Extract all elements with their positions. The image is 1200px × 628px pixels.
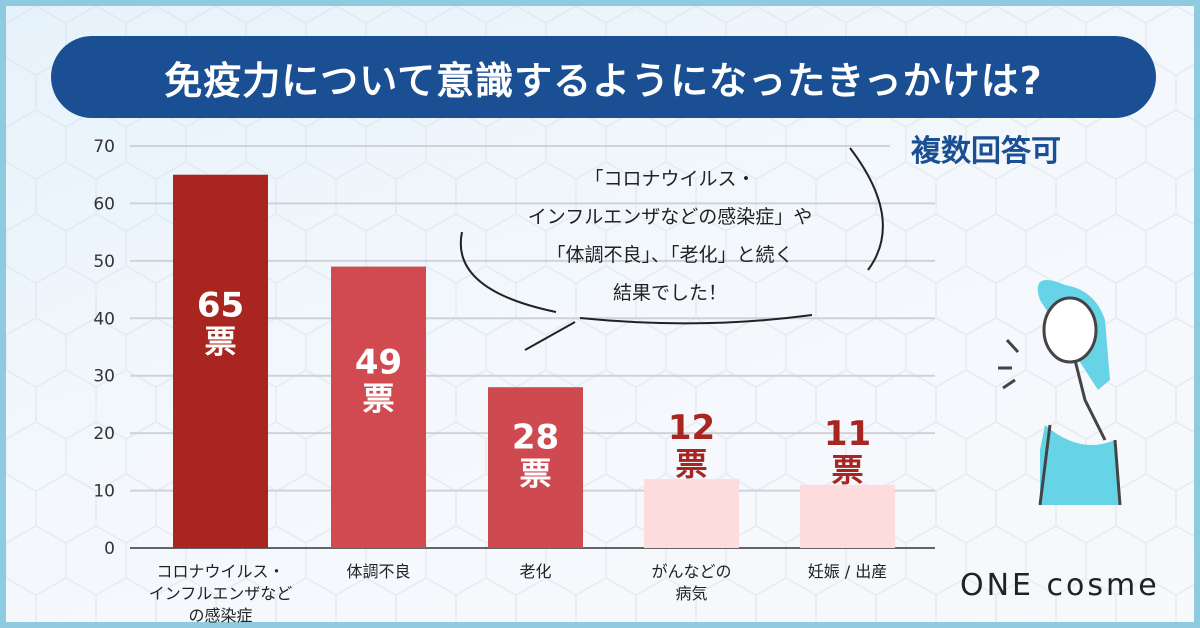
x-tick-label: 老化 bbox=[519, 562, 551, 581]
bar bbox=[800, 484, 895, 548]
y-tick-label: 0 bbox=[104, 539, 115, 559]
unit-label: 票 bbox=[204, 323, 236, 361]
bubble-line: 「コロナウイルス・ bbox=[584, 168, 756, 190]
y-tick-label: 50 bbox=[93, 252, 115, 272]
unit-label: 票 bbox=[831, 451, 863, 489]
y-tick-label: 30 bbox=[93, 367, 115, 387]
woman-illustration bbox=[1037, 280, 1122, 506]
brand-logo: ONE cosme bbox=[960, 568, 1160, 603]
speech-bubble-tail bbox=[524, 321, 576, 351]
x-tick-label: の感染症 bbox=[188, 606, 252, 625]
y-tick-label: 40 bbox=[93, 309, 115, 329]
y-tick-label: 10 bbox=[93, 482, 115, 502]
value-label: 28 bbox=[512, 417, 559, 457]
unit-label: 票 bbox=[675, 445, 707, 483]
x-tick-label: 体調不良 bbox=[346, 562, 410, 581]
multiple-answers-note: 複数回答可 bbox=[911, 134, 1061, 169]
bar bbox=[173, 174, 268, 548]
value-label: 49 bbox=[355, 343, 402, 383]
y-tick-label: 60 bbox=[93, 194, 115, 214]
bar bbox=[644, 479, 739, 548]
page-title: 免疫力について意識するようになったきっかけは? bbox=[51, 36, 1156, 118]
speech-bubble-text: 「コロナウイルス・ インフルエンザなどの感染症」や 「体調不良」、「老化」と続く… bbox=[470, 160, 870, 312]
x-tick-label: 病気 bbox=[675, 584, 707, 603]
unit-label: 票 bbox=[362, 380, 394, 418]
value-label: 65 bbox=[197, 286, 244, 326]
surprise-lines bbox=[998, 338, 1020, 390]
x-tick-label: インフルエンザなど bbox=[149, 584, 293, 603]
x-tick-label: がんなどの bbox=[651, 562, 731, 581]
value-label: 12 bbox=[668, 408, 715, 448]
infographic: 免疫力について意識するようになったきっかけは? 複数回答可 bbox=[6, 6, 1194, 622]
unit-label: 票 bbox=[519, 454, 551, 492]
bubble-line: 「体調不良」、「老化」と続く bbox=[546, 244, 794, 266]
y-tick-label: 70 bbox=[93, 137, 115, 157]
bubble-line: 結果でした！ bbox=[612, 282, 727, 304]
x-tick-label: 妊娠 / 出産 bbox=[808, 562, 888, 581]
bar bbox=[488, 387, 583, 548]
value-label: 11 bbox=[824, 414, 871, 454]
bar bbox=[331, 266, 426, 548]
y-tick-label: 20 bbox=[93, 424, 115, 444]
bubble-line: インフルエンザなどの感染症」や bbox=[527, 206, 813, 228]
speech-bubble-outline bbox=[459, 147, 884, 325]
x-tick-label: コロナウイルス・ bbox=[156, 562, 284, 581]
